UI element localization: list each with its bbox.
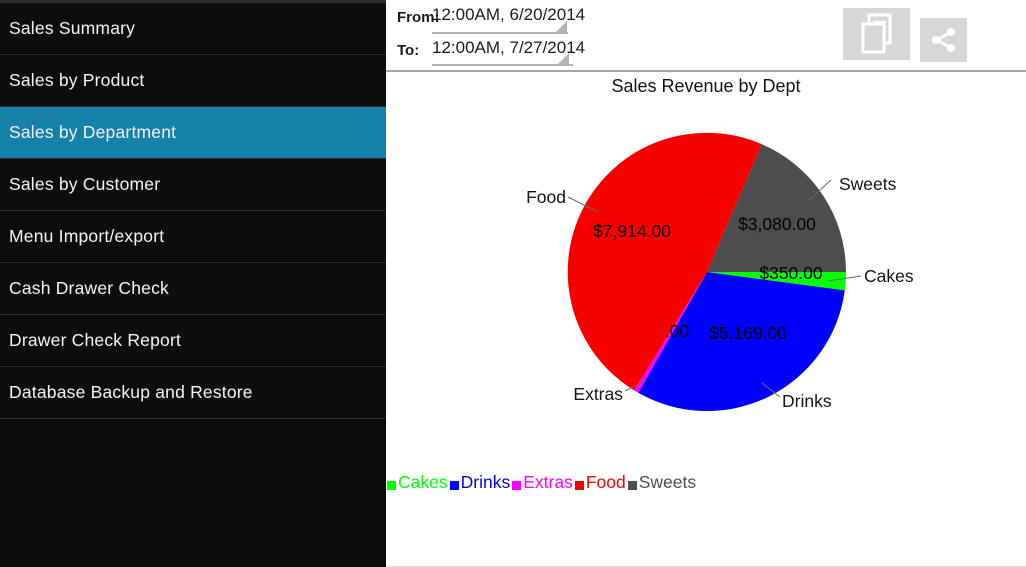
pie-slice-sweets[interactable] (707, 144, 846, 272)
callout-line-food (567, 196, 599, 213)
slice-name-label-cakes: Cakes (864, 266, 914, 286)
from-spinner-underline (432, 32, 568, 34)
toolbar-divider (386, 70, 1026, 72)
sidebar-item-sales-by-product[interactable]: Sales by Product (0, 55, 386, 107)
sidebar-item-sales-summary[interactable]: Sales Summary (0, 3, 386, 55)
sidebar-item-drawer-check-report[interactable]: Drawer Check Report (0, 315, 386, 367)
sidebar-item-cash-drawer-check[interactable]: Cash Drawer Check (0, 263, 386, 315)
to-label: To: (397, 42, 420, 59)
to-spinner-underline (432, 64, 573, 66)
pie-slice-drinks[interactable] (638, 272, 845, 412)
report-content-area: From: 12:00AM, 6/20/2014 To: 12:00AM, 7/… (386, 0, 1026, 567)
legend-swatch-food (574, 481, 584, 490)
legend-label-food: Food (585, 472, 626, 492)
pie-chart: Cakes $350.00 Drinks $5,169.00 Extras .00 Food… (526, 132, 914, 412)
share-button[interactable] (920, 18, 967, 62)
slice-value-label-sweets: $3,080.00 (738, 214, 816, 234)
legend-swatch-sweets (627, 481, 637, 490)
sidebar-menu: Sales Summary Sales by Product Sales by … (0, 0, 386, 567)
to-spinner-arrow-icon[interactable] (558, 53, 569, 64)
callout-line-cakes (827, 275, 862, 282)
sidebar-item-database-backup-and-restore[interactable]: Database Backup and Restore (0, 367, 386, 419)
slice-value-label-food: $7,914.00 (593, 221, 671, 241)
slice-value-label-drinks: $5,169.00 (709, 323, 787, 343)
legend-item-drinks: Drinks (449, 472, 511, 493)
legend-swatch-cakes (387, 481, 396, 490)
share-icon (931, 28, 955, 52)
sidebar-item-sales-by-department[interactable]: Sales by Department (0, 107, 386, 159)
sidebar-item-menu-import-export[interactable]: Menu Import/export (0, 211, 386, 263)
pie-slice-extras[interactable] (634, 272, 707, 393)
legend-item-food: Food (574, 472, 626, 493)
from-spinner-arrow-icon[interactable] (556, 21, 567, 32)
sidebar-top-highlight (0, 0, 386, 3)
pie-slice-cakes[interactable] (707, 272, 847, 291)
callout-line-sweets (808, 179, 832, 201)
from-date-spinner[interactable]: 12:00AM, 6/20/2014 (432, 5, 586, 24)
pie-slice-food[interactable] (567, 132, 762, 391)
legend-swatch-drinks (449, 481, 459, 490)
legend-item-cakes: Cakes (387, 472, 448, 493)
from-label: From: (397, 9, 440, 26)
legend-item-extras: Extras (512, 472, 573, 493)
sidebar-item-sales-by-customer[interactable]: Sales by Customer (0, 159, 386, 211)
slice-name-label-food: Food (526, 187, 566, 207)
report-copy-button[interactable] (843, 8, 910, 60)
slice-value-label-cakes: $350.00 (759, 263, 823, 283)
to-date-spinner[interactable]: 12:00AM, 7/27/2014 (432, 38, 586, 57)
slice-name-label-drinks: Drinks (782, 391, 832, 411)
legend-label-drinks: Drinks (460, 472, 511, 492)
legend-label-cakes: Cakes (398, 472, 448, 492)
chart-title: Sales Revenue by Dept (611, 76, 801, 96)
slice-name-label-extras: Extras (573, 384, 623, 404)
document-copy-icon (861, 13, 891, 54)
slice-value-label-extras: .00 (665, 321, 690, 341)
slice-name-label-sweets: Sweets (839, 174, 897, 194)
legend-label-extras: Extras (523, 472, 573, 492)
legend-swatch-extras (512, 481, 522, 490)
legend-label-sweets: Sweets (638, 472, 697, 492)
callout-line-drinks (761, 382, 781, 398)
chart-legend: Cakes Drinks Extras Food Sweets (387, 472, 698, 493)
legend-item-sweets: Sweets (627, 472, 697, 493)
callout-line-extras (624, 380, 647, 392)
